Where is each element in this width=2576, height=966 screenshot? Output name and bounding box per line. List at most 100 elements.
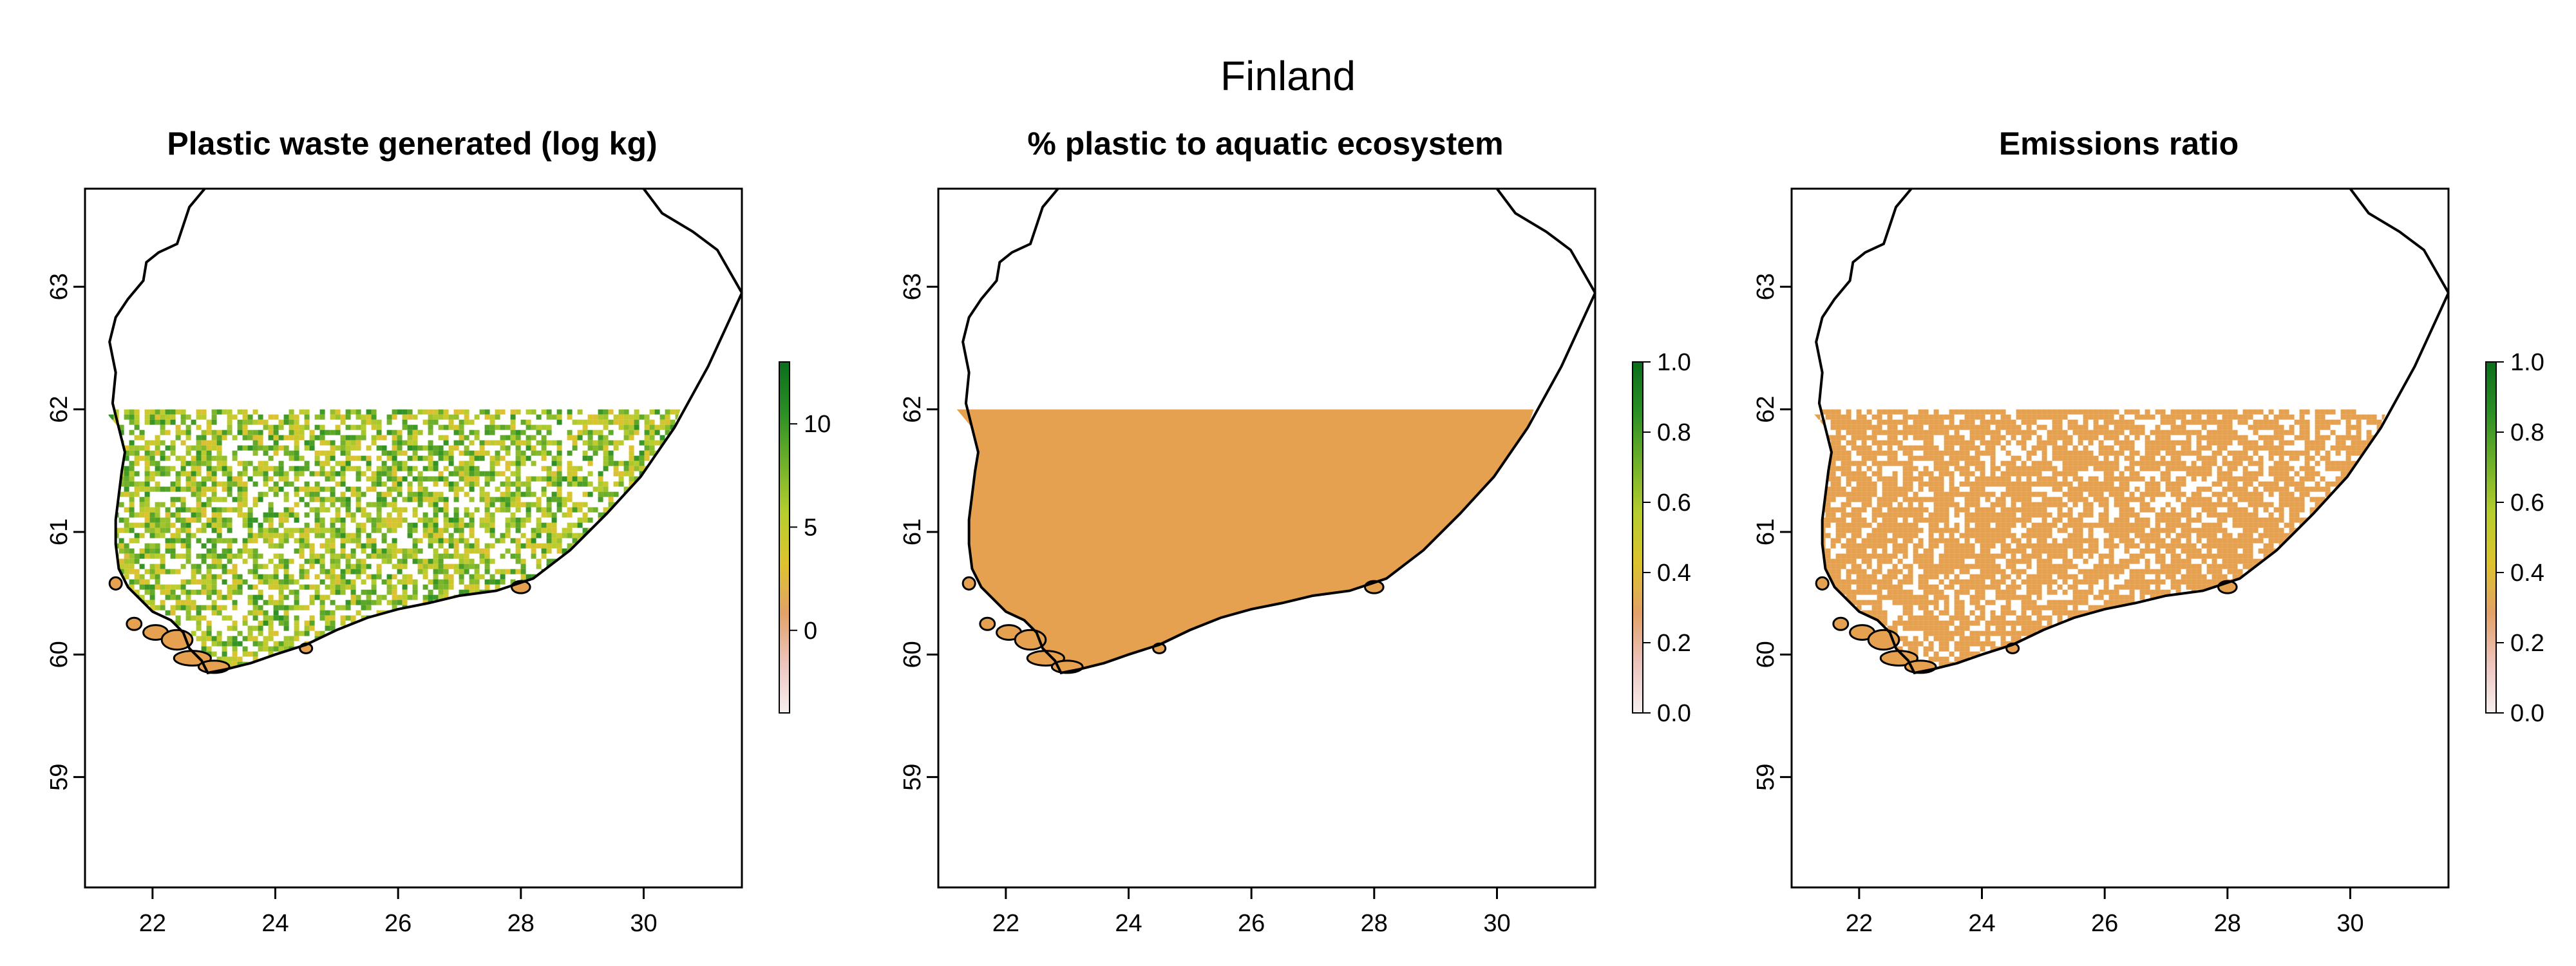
raster-cell (340, 574, 346, 580)
raster-cell (258, 641, 263, 647)
raster-cell (376, 667, 382, 672)
raster-cell (556, 476, 562, 482)
raster-cell (500, 471, 506, 477)
raster-cell (129, 497, 135, 502)
raster-cell (335, 584, 341, 590)
raster-cell (551, 543, 557, 549)
raster-cell (2165, 466, 2171, 471)
raster-cell (149, 651, 155, 657)
raster-cell (319, 450, 325, 456)
raster-cell (2325, 455, 2331, 461)
raster-cell (2165, 471, 2171, 477)
raster-cell (335, 589, 341, 595)
raster-cell (567, 610, 573, 616)
raster-cell (608, 610, 614, 616)
raster-cell (515, 486, 521, 492)
raster-cell (294, 672, 299, 673)
raster-cell (319, 533, 325, 538)
raster-cell (649, 435, 655, 440)
raster-cell (227, 538, 232, 544)
raster-cell (443, 424, 449, 430)
raster-cell (489, 512, 495, 518)
raster-cell (185, 507, 191, 513)
raster-cell (134, 646, 140, 652)
raster-cell (273, 564, 279, 569)
raster-cell (551, 538, 557, 544)
raster-cell (608, 630, 614, 636)
raster-cell (402, 667, 408, 672)
raster-cell (304, 481, 310, 487)
raster-cell (634, 646, 639, 652)
raster-cell (211, 481, 217, 487)
raster-cell (500, 651, 506, 657)
raster-cell (325, 476, 330, 482)
raster-cell (500, 672, 506, 673)
raster-cell (603, 409, 609, 415)
raster-cell (2351, 435, 2356, 440)
raster-cell (237, 409, 243, 415)
raster-cell (1892, 460, 1898, 466)
raster-cell (603, 558, 609, 564)
raster-cell (613, 625, 619, 631)
raster-cell (474, 564, 480, 569)
raster-cell (608, 460, 614, 466)
raster-cell (562, 625, 567, 631)
raster-cell (2366, 466, 2372, 471)
raster-cell (598, 579, 603, 585)
raster-cell (541, 610, 547, 616)
raster-cell (118, 491, 124, 497)
raster-cell (355, 574, 361, 580)
raster-cell (175, 430, 181, 435)
raster-cell (582, 558, 588, 564)
raster-cell (222, 430, 227, 435)
raster-cell (2155, 424, 2161, 430)
raster-cell (175, 527, 181, 533)
raster-cell (211, 440, 217, 446)
raster-cell (283, 594, 289, 600)
raster-cell (304, 414, 310, 420)
raster-cell (2139, 466, 2145, 471)
raster-cell (232, 538, 238, 544)
y-tick-label: 62 (899, 395, 926, 422)
raster-cell (675, 491, 681, 497)
raster-cell (634, 424, 639, 430)
raster-cell (1851, 430, 1857, 435)
raster-cell (603, 667, 609, 672)
colorbar-tick-label: 0 (804, 618, 817, 645)
raster-cell (134, 419, 140, 425)
raster-cell (397, 569, 402, 574)
raster-cell (680, 502, 681, 507)
raster-cell (232, 620, 238, 626)
raster-cell (1877, 440, 1882, 446)
raster-cell (2052, 414, 2058, 420)
raster-cell (155, 486, 160, 492)
raster-cell (1810, 450, 1815, 456)
raster-cell (371, 661, 377, 667)
raster-cell (392, 414, 397, 420)
raster-cell (242, 502, 248, 507)
raster-cell (464, 584, 469, 590)
raster-cell (211, 414, 217, 420)
raster-cell (495, 579, 500, 585)
raster-cell (572, 574, 578, 580)
raster-cell (2356, 430, 2362, 435)
raster-cell (438, 476, 444, 482)
raster-cell (613, 491, 619, 497)
raster-cell (474, 543, 480, 549)
raster-cell (582, 424, 588, 430)
raster-cell (1933, 450, 1939, 456)
raster-cell (536, 579, 542, 585)
raster-cell (562, 512, 567, 518)
raster-cell (2340, 471, 2346, 477)
raster-cell (2263, 481, 2269, 487)
raster-cell (211, 553, 217, 559)
raster-cell (2191, 419, 2197, 425)
raster-cell (222, 553, 227, 559)
raster-cell (299, 538, 305, 544)
raster-cell (335, 517, 341, 523)
raster-cell (340, 672, 346, 673)
raster-cell (526, 543, 531, 549)
raster-cell (639, 646, 645, 652)
raster-cell (659, 579, 665, 585)
raster-cell (340, 481, 346, 487)
